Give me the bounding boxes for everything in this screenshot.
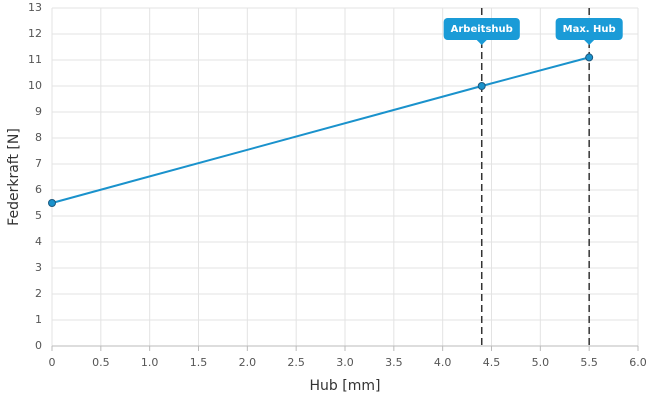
x-tick-label: 0 — [49, 356, 56, 369]
point — [477, 82, 486, 90]
y-tick-label: 2 — [35, 287, 42, 300]
x-tick-label: 5.0 — [532, 356, 550, 369]
y-tick-label: 4 — [35, 235, 42, 248]
annotation-pointer — [584, 40, 595, 45]
annotation-label: Arbeitshub — [451, 24, 513, 35]
x-tick-label: 4.5 — [483, 356, 501, 369]
line — [51, 56, 590, 204]
x-tick-label: 1.5 — [190, 356, 208, 369]
y-tick-label: 1 — [35, 313, 42, 326]
x-tick-label: 6.0 — [629, 356, 647, 369]
y-tick-label: 12 — [28, 27, 42, 40]
x-tick-label: 1.0 — [141, 356, 159, 369]
x-tick-label: 2.5 — [287, 356, 305, 369]
y-axis-title: Federkraft [N] — [6, 128, 22, 226]
x-tick-label: 2.0 — [239, 356, 257, 369]
x-tick-label: 4.0 — [434, 356, 452, 369]
y-tick-label: 11 — [28, 53, 42, 66]
y-tick-label: 7 — [35, 157, 42, 170]
annotation-box — [443, 18, 520, 40]
y-tick-label: 9 — [35, 105, 42, 118]
x-tick-label: 0.5 — [92, 356, 110, 369]
x-axis-title: Hub [mm] — [310, 378, 381, 394]
y-tick-label: 13 — [28, 1, 42, 14]
point — [585, 53, 594, 62]
y-tick-label: 5 — [35, 209, 42, 222]
annotation-box — [555, 18, 623, 40]
y-tick-label: 0 — [35, 339, 42, 352]
annotation-label: Max. Hub — [563, 24, 616, 35]
y-tick-label: 8 — [35, 131, 42, 144]
annotation-pointer — [476, 40, 487, 45]
y-tick-label: 10 — [28, 79, 42, 92]
y-tick-label: 6 — [35, 183, 42, 196]
x-tick-label: 3.0 — [336, 356, 354, 369]
x-tick-label: 3.5 — [385, 356, 403, 369]
x-tick-label: 5.5 — [580, 356, 598, 369]
y-tick-label: 3 — [35, 261, 42, 274]
point — [48, 199, 56, 207]
